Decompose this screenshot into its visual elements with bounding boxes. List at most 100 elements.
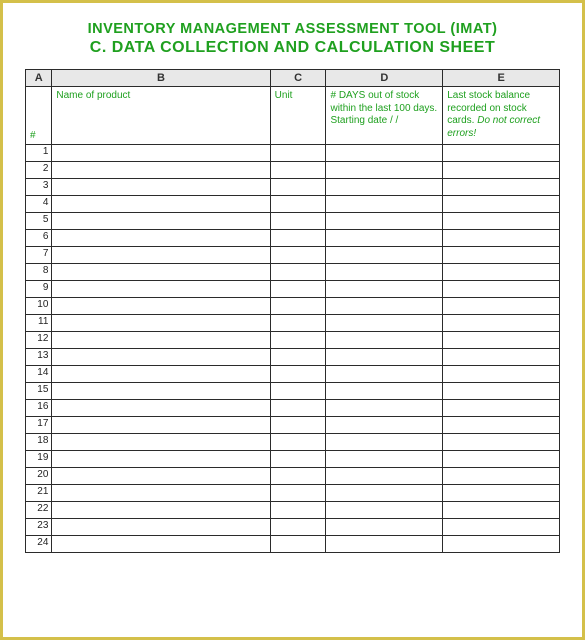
cell: [326, 179, 443, 196]
row-number: 10: [26, 298, 52, 315]
row-number: 4: [26, 196, 52, 213]
cell: [270, 298, 326, 315]
cell: [52, 298, 270, 315]
cell: [443, 468, 560, 485]
cell: [270, 400, 326, 417]
cell: [270, 502, 326, 519]
row-number: 8: [26, 264, 52, 281]
row-number: 20: [26, 468, 52, 485]
table-row: 14: [26, 366, 560, 383]
cell: [52, 315, 270, 332]
table-row: 3: [26, 179, 560, 196]
cell: [52, 434, 270, 451]
cell: [443, 264, 560, 281]
cell: [326, 434, 443, 451]
cell: [326, 536, 443, 553]
cell: [443, 434, 560, 451]
row-number: 7: [26, 247, 52, 264]
cell: [443, 400, 560, 417]
cell: [270, 485, 326, 502]
row-number: 18: [26, 434, 52, 451]
table-row: 24: [26, 536, 560, 553]
table-row: 4: [26, 196, 560, 213]
column-headers-row: # Name of product Unit # DAYS out of sto…: [26, 87, 560, 145]
cell: [326, 247, 443, 264]
row-number: 6: [26, 230, 52, 247]
header-stock-balance: Last stock balance recorded on stock car…: [443, 87, 560, 145]
cell: [52, 196, 270, 213]
col-letter-d: D: [326, 70, 443, 87]
cell: [270, 162, 326, 179]
cell: [326, 145, 443, 162]
header-product: Name of product: [52, 87, 270, 145]
row-number: 19: [26, 451, 52, 468]
cell: [443, 298, 560, 315]
cell: [52, 264, 270, 281]
cell: [270, 281, 326, 298]
table-row: 16: [26, 400, 560, 417]
header-hash: #: [26, 87, 52, 145]
cell: [52, 247, 270, 264]
cell: [326, 230, 443, 247]
cell: [270, 519, 326, 536]
cell: [443, 179, 560, 196]
cell: [270, 536, 326, 553]
cell: [52, 145, 270, 162]
cell: [443, 213, 560, 230]
cell: [326, 332, 443, 349]
cell: [52, 536, 270, 553]
row-number: 1: [26, 145, 52, 162]
table-row: 7: [26, 247, 560, 264]
cell: [52, 468, 270, 485]
table-row: 13: [26, 349, 560, 366]
row-number: 11: [26, 315, 52, 332]
cell: [52, 400, 270, 417]
cell: [270, 315, 326, 332]
cell: [52, 349, 270, 366]
cell: [270, 145, 326, 162]
cell: [326, 383, 443, 400]
cell: [270, 196, 326, 213]
cell: [443, 519, 560, 536]
cell: [52, 451, 270, 468]
cell: [52, 281, 270, 298]
table-row: 9: [26, 281, 560, 298]
col-letter-c: C: [270, 70, 326, 87]
cell: [52, 383, 270, 400]
cell: [52, 332, 270, 349]
cell: [270, 349, 326, 366]
table-row: 17: [26, 417, 560, 434]
cell: [326, 417, 443, 434]
table-row: 23: [26, 519, 560, 536]
cell: [443, 502, 560, 519]
row-number: 15: [26, 383, 52, 400]
cell: [270, 451, 326, 468]
cell: [443, 281, 560, 298]
cell: [443, 230, 560, 247]
cell: [443, 536, 560, 553]
cell: [443, 162, 560, 179]
table-row: 22: [26, 502, 560, 519]
row-number: 16: [26, 400, 52, 417]
table-row: 5: [26, 213, 560, 230]
row-number: 9: [26, 281, 52, 298]
cell: [326, 315, 443, 332]
table-row: 6: [26, 230, 560, 247]
table-row: 2: [26, 162, 560, 179]
cell: [326, 468, 443, 485]
row-number: 14: [26, 366, 52, 383]
cell: [326, 298, 443, 315]
cell: [52, 179, 270, 196]
cell: [52, 519, 270, 536]
cell: [326, 162, 443, 179]
cell: [52, 502, 270, 519]
row-number: 2: [26, 162, 52, 179]
cell: [443, 332, 560, 349]
cell: [326, 519, 443, 536]
row-number: 22: [26, 502, 52, 519]
cell: [326, 196, 443, 213]
cell: [443, 383, 560, 400]
cell: [443, 315, 560, 332]
row-number: 24: [26, 536, 52, 553]
cell: [270, 434, 326, 451]
